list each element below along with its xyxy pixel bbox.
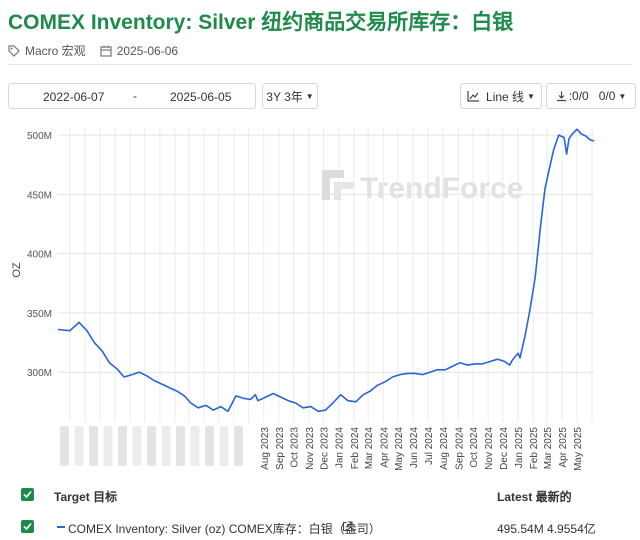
x-tick-label: Apr 2024 [379,427,390,468]
x-tick-label: Oct 2024 [469,427,480,468]
target-header: Target 目标 [54,490,118,504]
x-tick-label: May 2024 [394,427,405,471]
x-tick-label: Jul 2024 [424,427,435,465]
x-tick-label: Sep 2023 [275,427,286,470]
y-tick-label: 400M [27,250,52,261]
blurred-tick [161,426,171,466]
chevron-down-icon: ▼ [527,91,535,101]
series-checkbox[interactable] [21,520,34,533]
blurred-tick [103,426,113,466]
x-tick-label: Mar 2025 [543,427,554,470]
download-icon [556,91,566,101]
chart-type-select[interactable]: Line 线 ▼ [460,83,542,109]
x-tick-label: Apr 2025 [558,427,569,468]
x-tick-label: Aug 2024 [439,427,450,470]
x-tick-label: Jan 2024 [335,427,346,469]
date-range-separator: - [133,89,137,103]
blurred-tick [132,426,142,466]
page-title: COMEX Inventory: Silver 纽约商品交易所库存：白银 [8,11,514,34]
category-label[interactable]: Macro 宏观 [25,44,86,58]
series-label: COMEX Inventory: Silver (oz) COMEX库存：白银（… [68,522,381,536]
series-line [57,128,595,413]
publish-date: 2025-06-06 [116,43,179,58]
blurred-tick [176,426,185,466]
blurred-tick [190,426,200,466]
meta-row: Macro 宏观 2025-06-06 [8,42,178,59]
series-latest-value: 495.54M 4.9554亿 [497,522,596,536]
selection-count: 0/0 [598,89,616,103]
blurred-tick [60,426,69,466]
x-tick-label: Jan 2025 [514,427,525,469]
blurred-axis-labels [60,426,243,466]
latest-header: Latest 最新的 [497,490,572,504]
download-select[interactable]: :0/0 0/0 ▼ [546,83,636,109]
end-date-input[interactable]: 2025-06-05 [170,90,232,104]
trendforce-logo: TrendForce [322,170,523,205]
y-tick-label: 300M [27,368,52,379]
line-chart: 300M 350M 400M 450M 500M OZ TrendForce Aug 2… [11,128,595,471]
blurred-tick [118,426,127,466]
chart-type-label: Line 线 [486,89,525,104]
y-tick-label: 500M [27,131,52,142]
download-count: :0/0 [568,89,589,103]
x-tick-label: Feb 2024 [350,427,361,470]
blurred-tick [74,426,84,466]
x-tick-label: Nov 2023 [305,427,316,470]
select-all-checkbox[interactable] [21,488,34,501]
x-tick-label: Mar 2024 [364,427,375,470]
divider [8,64,632,65]
x-tick-label: Dec 2024 [499,427,510,470]
x-tick-label: Sep 2024 [454,427,465,470]
range-label: 3Y 3年 [266,89,303,104]
blurred-tick [205,426,214,466]
x-tick-label: May 2025 [573,427,584,471]
blurred-tick [219,426,229,466]
watermark-text: TrendForce [360,172,523,205]
date-range-picker[interactable]: 2022-06-07 - 2025-06-05 [8,83,256,109]
series-legend: Target 目标 Latest 最新的 COMEX Inventory: Si… [0,480,640,540]
blurred-tick [89,426,98,466]
external-link-icon[interactable] [342,521,353,532]
line-chart-icon [467,90,480,102]
calendar-icon [100,45,112,57]
y-tick-label: 450M [27,190,52,201]
x-tick-label: Dec 2023 [320,427,331,470]
x-tick-label: Oct 2023 [290,427,301,468]
y-tick-label: 350M [27,309,52,320]
x-tick-label: Aug 2023 [260,427,271,470]
blurred-tick [147,426,156,466]
x-tick-label: Jun 2024 [409,427,420,469]
x-tick-label: Feb 2025 [529,427,540,470]
tag-icon [8,44,20,57]
chevron-down-icon: ▼ [618,91,627,101]
range-select[interactable]: 3Y 3年 ▼ [262,83,318,109]
series-color-swatch [57,526,65,528]
chevron-down-icon: ▼ [305,91,314,101]
x-tick-label: Nov 2024 [484,427,495,470]
blurred-tick [234,426,243,466]
start-date-input[interactable]: 2022-06-07 [43,90,105,104]
y-axis-label: OZ [11,262,23,278]
